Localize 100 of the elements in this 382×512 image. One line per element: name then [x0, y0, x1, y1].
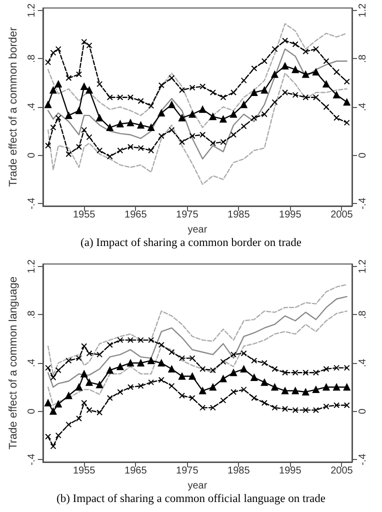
y-axis-title: Trade effect of a common border [8, 26, 20, 187]
point [271, 384, 278, 391]
x-tick-label: 1955 [72, 210, 96, 220]
point [292, 92, 298, 98]
point [117, 94, 124, 100]
point [230, 369, 238, 376]
point [54, 400, 62, 408]
point [230, 90, 237, 96]
point [50, 443, 56, 450]
point [148, 337, 154, 344]
point [261, 58, 268, 64]
point [66, 151, 72, 158]
point [117, 388, 124, 395]
y2-tick-label: -.4 [358, 197, 368, 210]
y-tick-label: 0 [26, 152, 38, 158]
y2-tick-label: .8 [358, 54, 368, 63]
point [210, 140, 216, 146]
point [45, 364, 52, 371]
point [148, 124, 155, 132]
point [148, 102, 154, 109]
point [55, 367, 62, 374]
point [220, 375, 227, 382]
point [251, 114, 258, 121]
y2-tick-label: .4 [358, 358, 368, 368]
point [81, 38, 88, 45]
point [80, 82, 88, 90]
y-axis-title: Trade effect of a common language [8, 276, 20, 450]
line-series [47, 72, 348, 185]
point [343, 98, 350, 106]
point [138, 98, 144, 104]
point [251, 358, 258, 364]
point [158, 342, 164, 348]
point [50, 374, 56, 380]
point [65, 112, 72, 119]
point [50, 124, 56, 131]
point [282, 90, 288, 96]
point [230, 388, 237, 395]
point [199, 387, 206, 394]
point [240, 386, 247, 393]
y-tick-label: -.4 [26, 453, 38, 466]
point [322, 80, 330, 88]
point [282, 38, 288, 44]
point [81, 400, 88, 406]
point [138, 145, 144, 152]
y-tick-label: .4 [26, 102, 38, 112]
point [50, 86, 57, 94]
point [106, 395, 113, 402]
point [148, 379, 154, 386]
point [158, 132, 164, 139]
point [272, 99, 278, 106]
point [86, 134, 92, 140]
y2-tick-label: 1.2 [358, 3, 368, 18]
point [81, 343, 88, 350]
point [116, 363, 124, 370]
point [126, 360, 134, 366]
point [168, 101, 176, 108]
point [333, 91, 340, 98]
x-tick-label: 2005 [330, 466, 354, 476]
point [75, 384, 82, 391]
point [127, 144, 134, 150]
point [66, 75, 72, 82]
point [260, 86, 268, 94]
point [96, 81, 103, 88]
point [334, 114, 340, 121]
point [127, 384, 134, 390]
point [55, 46, 62, 52]
y-tick-label: .8 [26, 310, 38, 319]
point [80, 370, 88, 378]
point [117, 147, 124, 154]
point [106, 342, 113, 348]
point [178, 87, 185, 94]
point [272, 404, 278, 411]
point [168, 382, 175, 389]
point [312, 407, 319, 414]
y2-tick-label: 0 [358, 152, 368, 158]
point [334, 364, 340, 371]
point [200, 366, 206, 372]
point [323, 58, 330, 64]
point [240, 123, 247, 130]
point [333, 384, 340, 391]
x-tick-label: 1985 [228, 210, 250, 220]
point [45, 434, 52, 440]
point [292, 387, 299, 394]
point [209, 113, 216, 120]
point [344, 120, 350, 126]
point [86, 42, 92, 48]
point [240, 77, 247, 84]
point [158, 360, 165, 366]
point [50, 50, 56, 56]
point [220, 116, 227, 123]
x-tick-label: 1955 [72, 466, 96, 476]
point [282, 62, 289, 70]
point [200, 404, 206, 411]
point [322, 384, 330, 391]
point [250, 374, 258, 381]
x-tick-label: 1995 [279, 210, 302, 220]
text: (b) Impact of sharing a common official language on trade [56, 493, 326, 505]
point [148, 147, 154, 154]
x-tick-label: 1995 [279, 466, 302, 476]
point [117, 337, 124, 344]
